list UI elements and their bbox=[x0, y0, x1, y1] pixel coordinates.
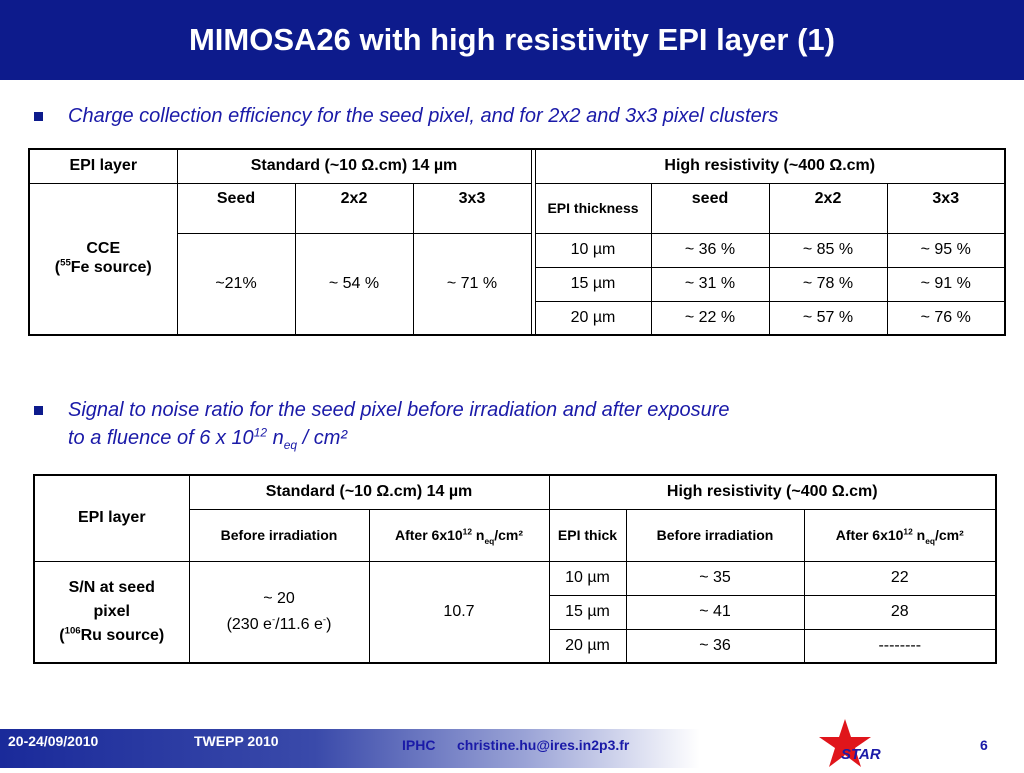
bullet-square-icon bbox=[34, 406, 43, 415]
t1-3x3-cell: ~ 91 % bbox=[886, 266, 1006, 302]
t2-after-sup: 12 bbox=[903, 526, 913, 537]
t2-high-before-header: Before irradiation bbox=[625, 508, 805, 562]
slide-title: MIMOSA26 with high resistivity EPI layer… bbox=[0, 0, 1024, 80]
sn-table: EPI layer Standard (~10 Ω.cm) 14 µm High… bbox=[33, 474, 997, 664]
footer-email: christine.hu@ires.in2p3.fr bbox=[457, 737, 630, 753]
t2-std-after: 10.7 bbox=[368, 560, 550, 664]
t1-high-header: High resistivity (~400 Ω.cm) bbox=[534, 148, 1006, 184]
t2-sn-line1: S/N at seed bbox=[68, 578, 155, 596]
t1-col-high-seed: seed bbox=[650, 182, 770, 234]
star-logo-text: STAR bbox=[841, 746, 881, 763]
t2-after-n: n bbox=[472, 526, 485, 543]
bullet-sn-sub: eq bbox=[283, 438, 298, 452]
footer: 20-24/09/2010 TWEPP 2010 IPHC christine.… bbox=[0, 729, 1024, 768]
t1-col-high-2x2: 2x2 bbox=[768, 182, 888, 234]
t1-epi-cell: 10 µm bbox=[534, 232, 652, 268]
t2-std-before-e-pre: (230 e bbox=[226, 615, 272, 633]
footer-conference: TWEPP 2010 bbox=[194, 733, 279, 749]
bullet-sn-line2: to a fluence of 6 x 1012 neq / cm² bbox=[68, 424, 347, 452]
t2-sn-line2: pixel bbox=[93, 602, 130, 620]
footer-date: 20-24/09/2010 bbox=[8, 733, 99, 749]
t1-std-3x3: ~ 71 % bbox=[412, 232, 532, 336]
bullet-sn-line2-pre: to a fluence of 6 x 10 bbox=[68, 427, 254, 449]
t1-seed-cell: ~ 36 % bbox=[650, 232, 770, 268]
slide-title-text: MIMOSA26 with high resistivity EPI layer… bbox=[188, 22, 835, 57]
t2-after-sub: eq bbox=[484, 535, 495, 546]
t2-after-cell: 28 bbox=[803, 594, 997, 630]
t2-std-before-e-sup1: - bbox=[271, 614, 276, 626]
t1-epi-cell: 15 µm bbox=[534, 266, 652, 302]
t2-std-before-e-post: ) bbox=[326, 615, 332, 633]
t1-col-seed: Seed bbox=[176, 182, 296, 234]
t1-std-2x2: ~ 54 % bbox=[294, 232, 414, 336]
star-logo-shape bbox=[819, 719, 871, 767]
t1-col-epi-thickness: EPI thickness bbox=[534, 182, 652, 234]
t2-before-cell: ~ 36 bbox=[625, 628, 805, 664]
t1-cce-text: CCE bbox=[86, 240, 121, 258]
t1-2x2-cell: ~ 85 % bbox=[768, 232, 888, 268]
t1-source-post: Fe source) bbox=[70, 258, 152, 276]
t1-3x3-cell: ~ 76 % bbox=[886, 300, 1006, 336]
t2-std-before-e-sup2: - bbox=[322, 614, 327, 626]
page-number: 6 bbox=[980, 737, 988, 753]
cce-table: EPI layer Standard (~10 Ω.cm) 14 µm High… bbox=[28, 148, 1006, 336]
bullet-cce-text: Charge collection efficiency for the see… bbox=[68, 105, 779, 127]
t2-epi-thick-header: EPI thick bbox=[548, 508, 627, 562]
t1-2x2-cell: ~ 78 % bbox=[768, 266, 888, 302]
t2-after-cell: -------- bbox=[803, 628, 997, 664]
t2-src-sup: 106 bbox=[64, 625, 81, 637]
t2-std-before-header: Before irradiation bbox=[188, 508, 370, 562]
bullet-square-icon bbox=[34, 112, 43, 121]
t2-before-cell: ~ 41 bbox=[625, 594, 805, 630]
t2-after-sup: 12 bbox=[462, 526, 472, 537]
t2-after-post: /cm² bbox=[494, 526, 524, 543]
t2-after-cell: 22 bbox=[803, 560, 997, 596]
footer-gradient-bar bbox=[0, 729, 700, 768]
t1-cce-label: CCE (55Fe source) bbox=[28, 182, 178, 336]
t1-seed-cell: ~ 31 % bbox=[650, 266, 770, 302]
t2-src-pre: ( bbox=[59, 626, 65, 644]
t2-after-post: /cm² bbox=[934, 526, 964, 543]
t2-high-header: High resistivity (~400 Ω.cm) bbox=[548, 474, 997, 510]
star-logo-icon: STAR bbox=[819, 719, 881, 767]
t2-std-before-e-mid: /11.6 e bbox=[275, 615, 323, 633]
t2-after-sub: eq bbox=[925, 535, 935, 546]
t1-standard-header: Standard (~10 Ω.cm) 14 µm bbox=[176, 148, 532, 184]
t2-high-after-header: After 6x1012 neq/cm² bbox=[803, 508, 997, 562]
t2-standard-header: Standard (~10 Ω.cm) 14 µm bbox=[188, 474, 550, 510]
t2-std-before: ~ 20 (230 e-/11.6 e-) bbox=[188, 560, 370, 664]
t1-std-seed: ~21% bbox=[176, 232, 296, 336]
t1-source-sup: 55 bbox=[60, 257, 71, 269]
t2-std-before-value: ~ 20 bbox=[263, 590, 295, 608]
t2-after-pre: After 6x10 bbox=[394, 526, 463, 543]
t2-std-after-header: After 6x1012 neq/cm² bbox=[368, 508, 550, 562]
t1-source-pre: ( bbox=[54, 258, 61, 276]
t2-after-pre: After 6x10 bbox=[835, 526, 904, 543]
t2-epi-layer-header: EPI layer bbox=[33, 474, 190, 562]
bullet-sn-n: n bbox=[267, 427, 284, 449]
bullet-sn-post: / cm² bbox=[297, 427, 348, 449]
t1-2x2-cell: ~ 57 % bbox=[768, 300, 888, 336]
bullet-sn-line1: Signal to noise ratio for the seed pixel… bbox=[68, 399, 730, 421]
t1-col-high-3x3: 3x3 bbox=[886, 182, 1006, 234]
t2-epi-cell: 15 µm bbox=[548, 594, 627, 630]
t1-epi-layer-header: EPI layer bbox=[28, 148, 178, 184]
t1-seed-cell: ~ 22 % bbox=[650, 300, 770, 336]
t2-epi-cell: 20 µm bbox=[548, 628, 627, 664]
t2-before-cell: ~ 35 bbox=[625, 560, 805, 596]
bullet-sn-exp: 12 bbox=[253, 425, 268, 440]
t2-sn-label: S/N at seed pixel (106Ru source) bbox=[33, 560, 190, 664]
t1-epi-cell: 20 µm bbox=[534, 300, 652, 336]
t1-col-2x2: 2x2 bbox=[294, 182, 414, 234]
t2-src-post: Ru source) bbox=[80, 626, 165, 644]
footer-lab: IPHC bbox=[402, 737, 436, 753]
t1-3x3-cell: ~ 95 % bbox=[886, 232, 1006, 268]
t2-epi-cell: 10 µm bbox=[548, 560, 627, 596]
t2-after-n: n bbox=[912, 526, 926, 543]
t1-col-3x3: 3x3 bbox=[412, 182, 532, 234]
